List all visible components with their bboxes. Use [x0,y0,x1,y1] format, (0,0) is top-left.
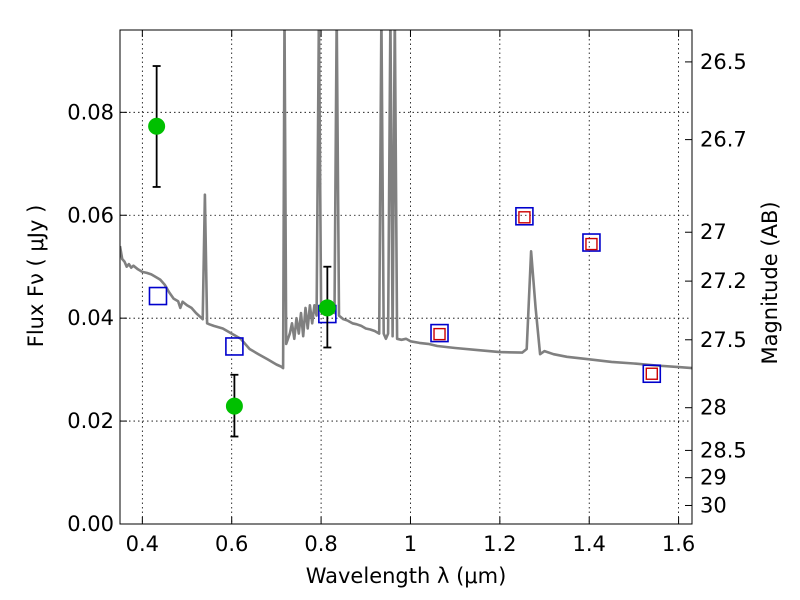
model-flux-inner-square [585,237,598,251]
x-tick-label: 1.2 [483,532,516,556]
model-flux-square [642,364,662,384]
model-flux-square [582,233,601,252]
y-tick-label: 0.06 [67,203,114,227]
x-tick-label: 1.4 [573,532,606,556]
model-flux-square [430,323,449,343]
y-tick-label: 0.02 [67,409,114,433]
model-flux-square [515,206,534,226]
plot-frame [119,29,693,525]
observed-flux-point [225,397,243,415]
x-tick-label: 0.4 [126,532,159,556]
mag-tick-label: 27 [700,220,727,244]
x-tick-label: 1 [404,532,417,556]
observed-flux-point [148,117,166,135]
mag-tick-label: 26.5 [700,50,747,74]
observed-points-layer [148,65,336,438]
mag-tick-label: 29 [700,466,727,490]
grid-lines [120,30,692,524]
y-tick-label: 0.08 [67,100,114,124]
model-flux-square [225,337,244,356]
mag-tick-label: 27.5 [700,328,747,352]
mag-tick-label: 30 [700,493,727,517]
spectrum-layer [120,30,692,370]
model-spectrum-line [120,30,692,370]
y-tick-label: 0.00 [67,512,114,536]
y-axis-right-title: Magnitude (AB) [758,201,782,364]
x-tick-label: 0.6 [215,532,248,556]
mag-tick-label: 28 [700,396,727,420]
mag-tick-label: 27.2 [700,269,747,293]
y-tick-label: 0.04 [67,306,114,330]
observed-flux-point [318,299,336,317]
x-tick-label: 1.6 [662,532,695,556]
model-flux-square [148,286,168,306]
y-axis-left: 0.00 0.02 0.04 0.06 0.08 [67,100,127,536]
bandpass-squares-layer [148,206,662,384]
x-axis-title: Wavelength λ (μm) [306,564,507,588]
x-axis: 0.4 0.6 0.8 1 1.2 1.4 1.6 [126,30,695,556]
model-flux-inner-square [518,211,531,224]
model-flux-inner-square [433,327,446,341]
y-axis-title: Flux Fν ( μJy ) [24,205,48,348]
mag-tick-label: 28.5 [700,438,747,462]
model-flux-inner-square [645,367,658,380]
y-axis-right-magnitude: 26.5 26.7 27 27.2 27.5 28 28.5 29 30 [685,50,747,517]
mag-tick-label: 26.7 [700,128,747,152]
x-tick-label: 0.8 [304,532,337,556]
